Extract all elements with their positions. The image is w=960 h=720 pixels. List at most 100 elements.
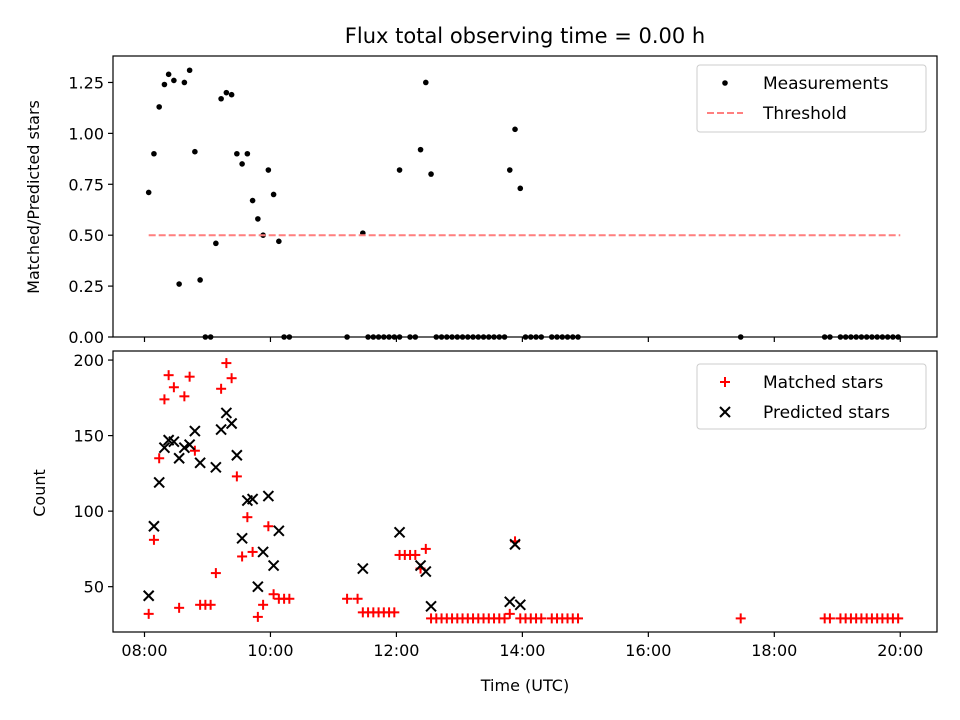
predicted-star-point: [220, 407, 233, 419]
predicted-star-point: [246, 493, 259, 505]
top-y-axis-label: Matched/Predicted stars: [24, 100, 43, 294]
legend-entry: Measurements: [722, 74, 889, 94]
measurement-point: [181, 79, 188, 86]
x-tick-label: 18:00: [751, 641, 797, 660]
matched-star-point: [189, 445, 200, 456]
predicted-star-point: [178, 441, 191, 454]
measurement-point: [517, 185, 524, 192]
matched-star-point: [216, 383, 227, 394]
matched-star-point: [824, 613, 835, 624]
matched-star-point: [148, 534, 159, 545]
measurement-point: [249, 197, 256, 204]
matched-star-point: [221, 358, 232, 369]
matched-star-point: [284, 593, 295, 604]
matched-star-point: [237, 551, 248, 562]
matched-star-point: [210, 568, 221, 579]
predicted-star-point: [393, 526, 406, 538]
measurement-point: [218, 95, 224, 102]
predicted-star-point: [158, 441, 171, 454]
top-y-tick-label: 1.00: [68, 124, 104, 143]
predicted-star-point: [514, 599, 526, 611]
predicted-star-point: [357, 562, 369, 575]
measurement-point: [145, 189, 152, 196]
matched-star-point: [352, 593, 363, 604]
matched-star-point: [893, 613, 904, 624]
matched-star-point: [263, 521, 274, 532]
bottom-y-axis-label: Count: [30, 469, 49, 517]
matched-star-point: [258, 599, 269, 610]
matched-star-point: [504, 608, 515, 619]
predicted-star-point: [267, 559, 280, 572]
predicted-star-point: [183, 438, 196, 451]
matched-star-point: [143, 608, 154, 619]
legend-entry: Predicted stars: [719, 403, 890, 423]
legend-marker: [722, 80, 728, 86]
matched-star-point: [163, 370, 174, 381]
predicted-star-point: [215, 423, 227, 436]
bottom-y-tick-label: 50: [84, 578, 104, 597]
bottom-y-tick-label: 150: [73, 427, 104, 446]
measurement-point: [186, 67, 193, 74]
measurement-point: [506, 167, 513, 173]
legend-entry: Matched stars: [720, 373, 883, 393]
measurement-point: [192, 148, 198, 155]
x-tick-label: 20:00: [877, 641, 923, 660]
bottom-y-tick-label: 200: [73, 351, 104, 370]
measurement-point: [265, 167, 272, 173]
measurement-point: [234, 150, 240, 157]
x-tick-label: 08:00: [121, 641, 167, 660]
legend-label: Matched stars: [763, 373, 883, 393]
predicted-star-point: [509, 538, 521, 551]
measurement-point: [239, 161, 245, 167]
measurement-point: [213, 240, 219, 247]
matched-star-point: [168, 382, 179, 393]
top-y-tick-label: 0.00: [68, 328, 104, 347]
legend-label: Predicted stars: [763, 403, 890, 423]
x-tick-label: 14:00: [499, 641, 545, 660]
measurement-point: [417, 146, 424, 153]
predicted-star-point: [142, 590, 155, 602]
top-y-tick-label: 0.75: [68, 175, 104, 194]
bottom-axes-frame: [112, 350, 938, 633]
top-y-tick-label: 1.25: [68, 73, 104, 92]
predicted-star-point: [194, 457, 206, 469]
matched-star-point: [242, 512, 253, 523]
legend-label: Measurements: [763, 74, 889, 94]
measurement-point: [156, 104, 162, 110]
matched-star-point: [174, 602, 185, 613]
predicted-star-point: [504, 596, 516, 608]
predicted-star-point: [252, 580, 264, 593]
ratio-panel: 0.00 0.25 0.50 0.75 1.00 1.25 Measurements Thre…: [68, 55, 938, 347]
measurement-point: [165, 71, 172, 78]
matched-star-point: [247, 546, 258, 557]
x-tick-label: 12:00: [373, 641, 419, 660]
predicted-star-point: [148, 520, 160, 532]
matched-star-point: [410, 549, 421, 560]
matched-star-point: [184, 371, 195, 382]
measurement-point: [151, 150, 157, 157]
top-legend: Measurements Threshold: [696, 64, 927, 133]
legend-marker: [720, 377, 730, 387]
legend-entry: Threshold: [707, 104, 847, 124]
bottom-y-tick-label: 100: [73, 502, 104, 521]
matched-star-point: [499, 613, 510, 624]
top-y-tick-label: 0.50: [68, 226, 104, 245]
matched-star-point: [735, 613, 746, 624]
matched-star-point: [159, 394, 170, 405]
measurement-point: [428, 171, 434, 177]
measurement-point: [176, 281, 182, 287]
predicted-star-point: [273, 525, 285, 537]
predicted-star-point: [225, 417, 238, 430]
predicted-star-point: [173, 452, 185, 464]
bottom-series-1: [143, 358, 904, 624]
count-panel: 08:00 10:00 12:00 14:00 16:00 18:00 20:00 50 100…: [73, 350, 938, 660]
matched-star-point: [154, 453, 165, 464]
matched-star-point: [420, 543, 431, 554]
measurement-point: [223, 89, 230, 96]
predicted-star-point: [189, 425, 201, 437]
matched-star-point: [231, 471, 242, 482]
matched-star-point: [226, 373, 237, 384]
measurement-point: [161, 81, 168, 88]
legend-label: Threshold: [762, 104, 847, 124]
